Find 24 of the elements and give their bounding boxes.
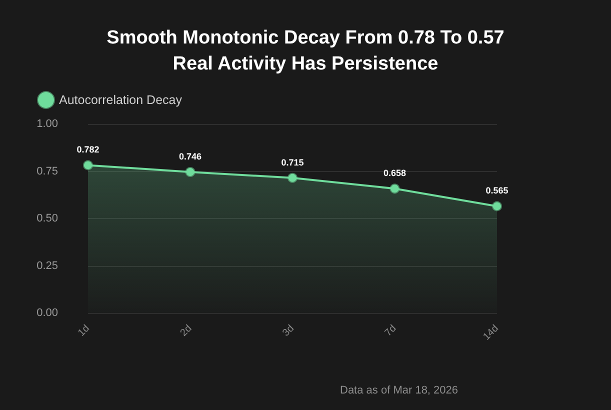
point (83, 160, 93, 170)
x-tick-label: 3d (280, 323, 296, 339)
x-tick-label: 2d (178, 323, 194, 339)
y-tick-label: 0.50 (36, 212, 58, 224)
y-tick-label: 0.00 (36, 307, 58, 319)
y-tick-label: 0.75 (36, 165, 58, 178)
y-tick-label: 1.00 (36, 118, 58, 130)
point (288, 172, 298, 183)
data-label: 0.782 (76, 144, 100, 155)
y-tick-label: 0.25 (36, 260, 58, 272)
chart-title: Smooth Monotonic Decay From 0.78 To 0.57 (106, 28, 504, 48)
data-label: 0.658 (383, 168, 406, 178)
data-label: 0.746 (178, 152, 202, 162)
x-tick-label: 14d (481, 323, 501, 343)
data-label: 0.715 (281, 157, 304, 168)
text: Data as of Mar 18, 2026 (340, 384, 458, 396)
point (185, 167, 196, 178)
chart-subtitle: Real Activity Has Persistence (172, 54, 438, 74)
point (492, 201, 502, 212)
point (390, 184, 400, 194)
legend-label: Autocorrelation Decay (59, 93, 183, 107)
data-label: 0.565 (486, 186, 508, 196)
x-tick-label: 7d (383, 323, 399, 339)
x-tick-label: 1d (76, 323, 92, 339)
